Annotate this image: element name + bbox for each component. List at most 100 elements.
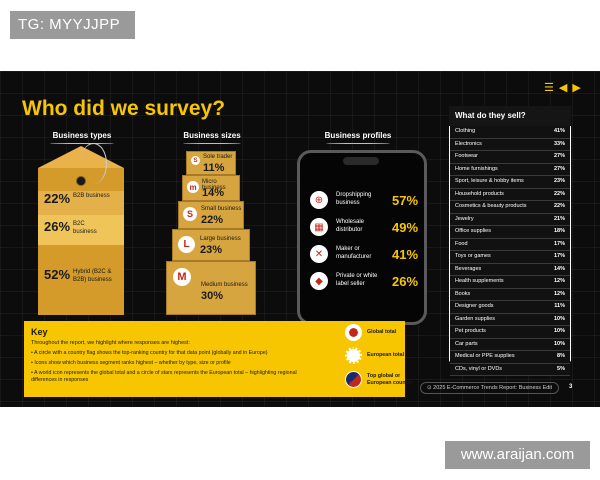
key-bullet-text: A world icon represents the global total… [31, 370, 297, 383]
sell-row: Beverages 14% [450, 263, 570, 276]
legend-global-label: Global total [367, 329, 397, 336]
sell-row-value: 21% [553, 215, 565, 222]
key-bullet: • Icons show which business segment rank… [31, 360, 231, 366]
sell-row: Car parts 10% [450, 338, 570, 351]
key-panel: Key Throughout the report, we highlight … [24, 321, 412, 397]
phone-notch [343, 157, 379, 165]
sell-row: Cosmetics & beauty products 22% [450, 201, 570, 214]
sell-row-label: Medical or PPE supplies [455, 353, 515, 359]
sell-row-value: 10% [553, 340, 565, 347]
eu-stars-icon [345, 347, 362, 364]
sell-row-value: 10% [553, 328, 565, 334]
flag-australia-icon [345, 371, 362, 388]
profile-private-label-pct: 26% [392, 273, 419, 289]
size-badge-sole-trader: S [191, 156, 200, 165]
sell-row-value: 17% [553, 253, 565, 259]
globe-arrows-icon: ⊕ [310, 191, 328, 209]
profile-dropshipping-pct: 57% [392, 192, 419, 208]
sell-row-value: 33% [553, 140, 565, 147]
key-bullet: • A circle with a country flag shows the… [31, 350, 268, 356]
business-sizes-heading: Business sizes [176, 131, 248, 144]
sell-row-label: Cosmetics & beauty products [455, 203, 527, 209]
size-badge-medium: M [173, 268, 191, 286]
type-hybrid: 52% Hybrid (B2C & B2B) business [38, 245, 124, 315]
legend-european: European total [345, 347, 404, 364]
profile-dropshipping: ⊕ Dropshipping business 57% [310, 191, 418, 209]
size-box-micro: m Micro business 14% [182, 175, 240, 201]
size-pct-sole-trader: 11% [203, 162, 225, 174]
type-hybrid-pct: 52% [44, 267, 71, 282]
sell-row: Toys or games 17% [450, 251, 570, 264]
tag-hole [76, 176, 86, 186]
slide-nav: ☰ ◀ ▶ [544, 81, 581, 94]
size-pct-small: 22% [201, 214, 224, 226]
size-badge-micro: m [187, 181, 199, 193]
sell-row-value: 23% [553, 178, 565, 184]
profile-dropshipping-label: Dropshipping business [336, 192, 372, 206]
size-label-medium: Medium business [201, 282, 248, 288]
legend-global: Global total [345, 324, 396, 341]
sell-row-value: 11% [554, 303, 565, 309]
sell-row: Pet products 10% [450, 326, 570, 339]
sell-row: Electronics 33% [450, 138, 570, 151]
world-icon [345, 324, 362, 341]
sell-row-value: 22% [553, 190, 565, 197]
size-box-sole-trader: S Sole trader 11% [186, 151, 236, 175]
key-intro: Throughout the report, we highlight wher… [31, 340, 190, 346]
profile-wholesale-pct: 49% [392, 219, 419, 235]
legend-top-country: Top global or European country [345, 371, 423, 388]
sell-row-label: Books [455, 290, 471, 297]
sell-row-value: 18% [553, 228, 565, 234]
tools-icon: ✕ [310, 245, 328, 263]
sell-row-value: 5% [557, 365, 565, 372]
type-b2b-pct: 22% [44, 191, 71, 206]
sell-row-value: 17% [553, 240, 565, 247]
profile-maker-pct: 41% [392, 246, 419, 262]
sell-row-label: Household products [455, 190, 504, 197]
sell-row-label: Food [455, 240, 468, 247]
sell-row-label: Pet products [455, 328, 486, 334]
sell-row: Household products 22% [450, 188, 570, 201]
phone-frame [297, 150, 427, 325]
business-profiles-heading: Business profiles [318, 131, 398, 144]
size-label-sole-trader: Sole trader [203, 154, 233, 160]
type-b2b-label: B2B business [73, 193, 110, 199]
sell-row-label: Home furnishings [455, 165, 498, 172]
sell-row: Books 12% [450, 288, 570, 301]
slide: Who did we survey? ☰ ◀ ▶ Business types … [0, 71, 600, 407]
sell-row-value: 41% [553, 128, 565, 134]
sell-row-label: Sport, leisure & hobby items [455, 178, 524, 184]
size-label-large: Large business [200, 236, 241, 242]
sell-row: Home furnishings 27% [450, 163, 570, 176]
report-footer-text: 2025 E-Commerce Trends Report: Business … [433, 385, 553, 391]
what-sell-list: Clothing 41% Electronics 33% Footwear 27% Home… [449, 126, 571, 376]
sell-row-value: 12% [553, 290, 565, 297]
size-pct-medium: 30% [201, 290, 224, 302]
key-bullet-text: Icons show which business segment ranks … [34, 360, 231, 366]
sell-row-label: Office supplies [455, 228, 491, 234]
profile-private-label-label: Private or white label seller [336, 273, 378, 287]
arrow-right-icon[interactable]: ▶ [572, 82, 581, 94]
size-label-micro: Micro business [202, 179, 226, 191]
sell-row: Sport, leisure & hobby items 23% [450, 176, 570, 189]
watermark-bottom: www.araijan.com [445, 441, 590, 469]
sell-row-label: Jewelry [455, 215, 474, 222]
size-box-medium: M Medium business 30% [166, 261, 256, 315]
sell-row: Food 17% [450, 238, 570, 251]
type-b2c: 26% B2C business [38, 215, 124, 245]
sell-row-label: Health supplements [455, 278, 504, 284]
sell-row: Health supplements 12% [450, 276, 570, 289]
what-sell-heading: What do they sell? [449, 106, 571, 126]
size-box-small: S Small business 22% [178, 201, 244, 229]
menu-icon[interactable]: ☰ [544, 82, 554, 94]
sell-row-value: 27% [553, 165, 565, 172]
size-badge-large: L [178, 236, 195, 253]
profile-private-label: ◆ Private or white label seller 26% [310, 272, 418, 290]
sell-row-value: 22% [553, 203, 565, 209]
what-sell-panel: What do they sell? Clothing 41% Electronic… [449, 106, 571, 376]
warehouse-icon: ▦ [310, 218, 328, 236]
report-footer: ⊙ 2025 E-Commerce Trends Report: Busines… [420, 382, 560, 394]
sell-row-label: Designer goods [455, 303, 494, 309]
arrow-left-icon[interactable]: ◀ [558, 82, 568, 94]
page-number: 3 [569, 384, 573, 390]
